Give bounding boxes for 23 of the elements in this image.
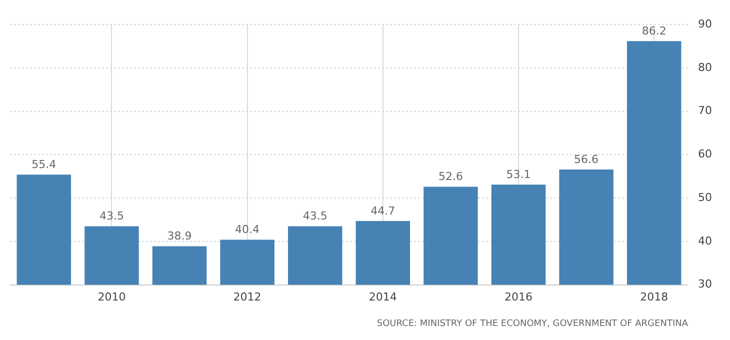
x-tick-label: 2012 (233, 290, 262, 304)
source-note: SOURCE: MINISTRY OF THE ECONOMY, GOVERNMENT OF ARGENTINA (376, 319, 689, 329)
y-tick-label: 30 (698, 278, 712, 291)
data-label: 86.2 (642, 24, 666, 38)
data-label: 38.9 (167, 230, 192, 243)
y-tick-label: 80 (698, 60, 712, 74)
x-tick-label: 2010 (98, 290, 126, 304)
y-tick-label: 50 (698, 190, 712, 204)
data-label: 52.6 (438, 170, 463, 184)
data-label: 53.1 (506, 168, 531, 181)
y-tick-label: 40 (698, 234, 712, 248)
data-label: 43.5 (302, 210, 328, 223)
data-label: 43.5 (99, 210, 124, 223)
x-tick-label: 2016 (504, 290, 532, 304)
data-label: 55.4 (32, 158, 56, 172)
y-tick-label: 60 (698, 148, 712, 161)
x-tick-label: 2018 (640, 290, 668, 304)
data-label: 56.6 (574, 152, 599, 166)
data-label: 44.7 (370, 204, 396, 218)
x-tick-label: 2014 (368, 290, 397, 304)
y-tick-label: 90 (698, 17, 712, 30)
data-label: 40.4 (235, 223, 260, 236)
y-tick-label: 70 (698, 104, 712, 118)
